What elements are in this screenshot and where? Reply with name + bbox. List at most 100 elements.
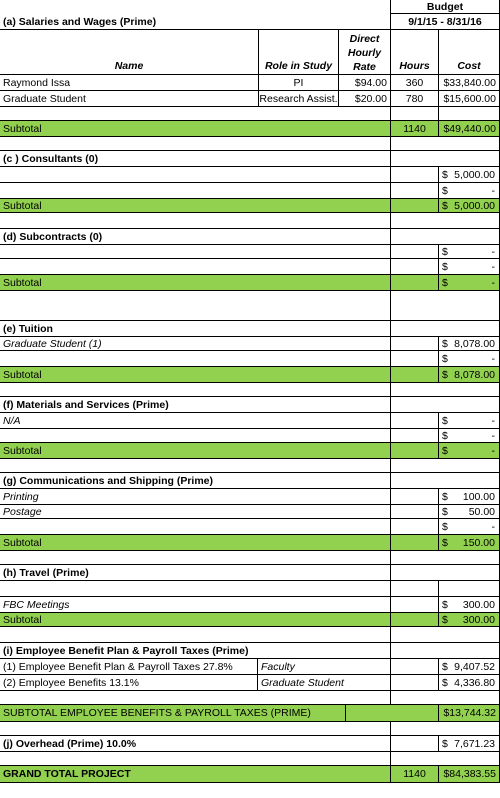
benefits-subtotal-row: SUBTOTAL EMPLOYEE BENEFITS & PAYROLL TAX… — [0, 705, 500, 722]
salary-cost: $33,840.00 — [438, 75, 500, 90]
benefits-role: Graduate Student — [261, 676, 344, 689]
amount-value: - — [491, 352, 496, 365]
col-rate: Direct Hourly Rate — [338, 30, 390, 74]
col-rate-line3: Rate — [353, 61, 376, 73]
dollar-sign: $ — [442, 199, 448, 212]
travel-heading: (h) Travel (Prime) — [3, 566, 89, 579]
blank-row — [0, 137, 500, 151]
amount-cell: $ - — [438, 351, 500, 366]
salaries-heading-row: (a) Salaries and Wages (Prime) 9/1/15 - … — [0, 14, 500, 30]
subcontracts-line: $ - — [0, 245, 500, 259]
dollar-sign: $ — [442, 429, 448, 442]
amount-cell: $ 5,000.00 — [438, 167, 500, 182]
dollar-sign: $ — [442, 598, 448, 611]
tuition-item: Graduate Student (1) — [3, 337, 102, 350]
blank-row — [0, 691, 500, 705]
amount-value: - — [491, 520, 496, 533]
amount-value: - — [491, 260, 496, 273]
amount-value: - — [491, 276, 496, 289]
subtotal-hours: 1140 — [390, 121, 438, 136]
benefits-line: (2) Employee Benefits 13.1% Graduate Stu… — [0, 675, 500, 691]
communications-subtotal-row: Subtotal $ 150.00 — [0, 535, 500, 551]
dollar-sign: $ — [442, 414, 448, 427]
amount-value: - — [491, 414, 496, 427]
subcontracts-heading: (d) Subcontracts (0) — [3, 230, 103, 243]
subtotal-label: Subtotal — [3, 199, 42, 212]
subtotal-amount: $ - — [438, 275, 500, 290]
amount-cell: $ 9,407.52 — [438, 659, 500, 674]
blank-row — [0, 752, 500, 766]
materials-item: N/A — [3, 414, 21, 427]
communications-line: Postage $ 50.00 — [0, 505, 500, 519]
blank-row — [0, 551, 500, 565]
amount-value: 300.00 — [462, 613, 495, 626]
table-row: Graduate Student Research Assist. $20.00… — [0, 91, 500, 107]
salaries-column-header: Name Role in Study Direct Hourly Rate Ho… — [0, 30, 500, 75]
amount-value: - — [491, 245, 496, 258]
amount-cell: $ - — [438, 183, 500, 198]
amount-cell: $ - — [438, 519, 500, 534]
overhead-row: (j) Overhead (Prime) 10.0% $ 7,671.23 — [0, 736, 500, 752]
amount-value: 50.00 — [468, 505, 495, 518]
tuition-heading-row: (e) Tuition — [0, 321, 500, 337]
subtotal-amount: $ 8,078.00 — [438, 367, 500, 382]
amount-value: 150.00 — [462, 536, 495, 549]
blank-row — [0, 213, 500, 229]
budget-period: 9/1/15 - 8/31/16 — [390, 14, 500, 29]
communications-line: $ - — [0, 519, 500, 535]
amount-value: - — [491, 184, 496, 197]
communications-item: Postage — [3, 505, 42, 518]
dollar-sign: $ — [442, 613, 448, 626]
budget-title: Budget — [390, 0, 500, 14]
dollar-sign: $ — [442, 352, 448, 365]
amount-value: - — [491, 444, 496, 457]
col-role: Role in Study — [258, 30, 338, 74]
amount-cell: $ - — [438, 245, 500, 258]
materials-heading-row: (f) Materials and Services (Prime) — [0, 397, 500, 413]
blank-row — [0, 107, 500, 121]
subtotal-label: Subtotal — [3, 368, 42, 381]
dollar-sign: $ — [442, 276, 448, 289]
materials-subtotal-row: Subtotal $ - — [0, 443, 500, 459]
communications-heading-row: (g) Communications and Shipping (Prime) — [0, 473, 500, 489]
overhead-heading: (j) Overhead (Prime) 10.0% — [3, 737, 137, 750]
dollar-sign: $ — [442, 168, 448, 181]
col-rate-line2: Hourly — [347, 47, 382, 59]
amount-value: - — [491, 429, 496, 442]
travel-heading-row: (h) Travel (Prime) — [0, 565, 500, 581]
subcontracts-heading-row: (d) Subcontracts (0) — [0, 229, 500, 245]
amount-cell: $ 50.00 — [438, 505, 500, 518]
amount-cell: $ - — [438, 413, 500, 428]
dollar-sign: $ — [442, 260, 448, 273]
consultants-heading: (c ) Consultants (0) — [3, 152, 99, 165]
amount-cell: $ - — [438, 259, 500, 274]
salary-cost: $15,600.00 — [438, 91, 500, 106]
col-hours: Hours — [390, 30, 438, 74]
amount-cell: $ - — [438, 429, 500, 442]
col-cost: Cost — [438, 30, 500, 74]
travel-item: FBC Meetings — [3, 598, 70, 611]
subtotal-amount: $ 5,000.00 — [438, 199, 500, 212]
dollar-sign: $ — [442, 676, 448, 689]
communications-line: Printing $ 100.00 — [0, 489, 500, 505]
communications-heading: (g) Communications and Shipping (Prime) — [3, 474, 213, 487]
subtotal-label: Subtotal — [3, 276, 42, 289]
tuition-heading: (e) Tuition — [3, 322, 53, 335]
dollar-sign: $ — [442, 505, 448, 518]
salary-name: Raymond Issa — [3, 76, 71, 89]
travel-subtotal-row: Subtotal $ 300.00 — [0, 613, 500, 627]
dollar-sign: $ — [442, 660, 448, 673]
materials-heading: (f) Materials and Services (Prime) — [3, 398, 169, 411]
col-rate-line1: Direct — [349, 33, 380, 45]
salaries-subtotal-row: Subtotal 1140 $49,440.00 — [0, 121, 500, 137]
table-row: Raymond Issa PI $94.00 360 $33,840.00 — [0, 75, 500, 91]
col-name: Name — [114, 60, 144, 72]
consultants-subtotal-row: Subtotal $ 5,000.00 — [0, 199, 500, 213]
salaries-heading: (a) Salaries and Wages (Prime) — [3, 15, 157, 28]
benefits-line: (1) Employee Benefit Plan & Payroll Taxe… — [0, 659, 500, 675]
salary-name: Graduate Student — [3, 92, 86, 105]
benefits-role: Faculty — [261, 660, 295, 673]
subtotal-amount: $ - — [438, 443, 500, 458]
amount-cell: $ 4,336.80 — [438, 675, 500, 690]
